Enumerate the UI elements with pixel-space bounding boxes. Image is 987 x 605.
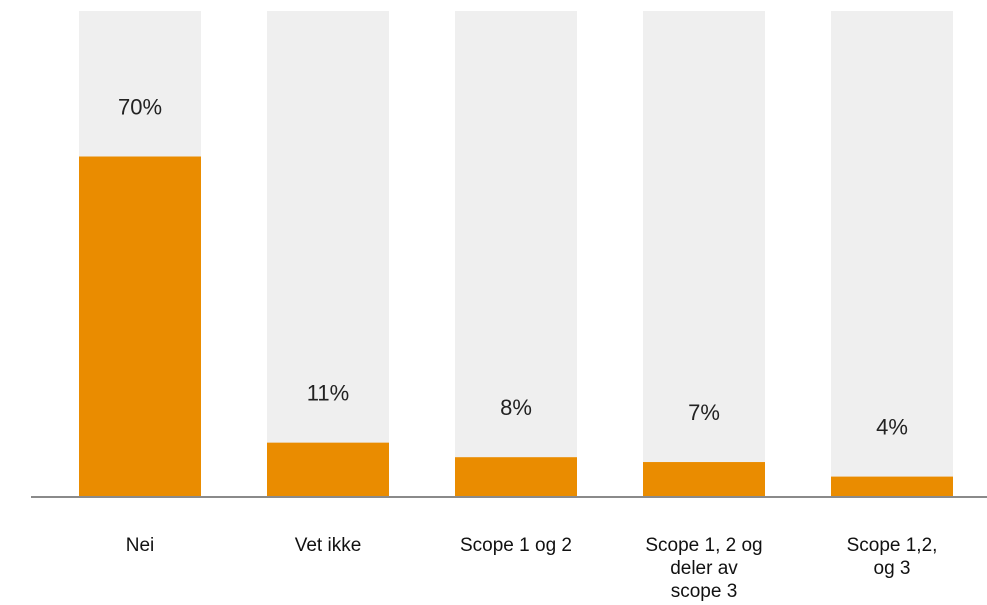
bar-track bbox=[831, 11, 953, 496]
x-tick-label-line: scope 3 bbox=[671, 581, 738, 602]
x-axis-tick-labels: Nei Vet ikke Scope 1 og 2 Scope 1, 2 og dele… bbox=[126, 535, 938, 602]
x-tick-label-line: Scope 1, 2 og bbox=[645, 535, 762, 556]
x-tick-label-line: Vet ikke bbox=[295, 535, 362, 556]
bar-track bbox=[643, 11, 765, 496]
bar-track bbox=[455, 11, 577, 496]
data-label: 8% bbox=[500, 395, 532, 420]
data-label: 70% bbox=[118, 95, 162, 120]
data-label: 7% bbox=[688, 400, 720, 425]
x-tick-label-line: og 3 bbox=[874, 558, 911, 579]
bar bbox=[79, 156, 201, 496]
x-tick-label-line: Nei bbox=[126, 535, 155, 556]
bar bbox=[643, 462, 765, 496]
bar bbox=[267, 442, 389, 496]
x-tick-label: Scope 1 og 2 bbox=[460, 535, 572, 556]
bars bbox=[79, 156, 953, 496]
data-label: 11% bbox=[307, 381, 349, 406]
x-tick-label: Scope 1,2, og 3 bbox=[847, 535, 938, 579]
x-tick-label: Nei bbox=[126, 535, 155, 556]
x-tick-label: Vet ikke bbox=[295, 535, 362, 556]
bar-track bbox=[267, 11, 389, 496]
x-tick-label-line: Scope 1 og 2 bbox=[460, 535, 572, 556]
bar bbox=[831, 476, 953, 496]
data-labels: 70% 11% 8% 7% 4% bbox=[118, 95, 908, 440]
bar-tracks bbox=[79, 11, 953, 496]
x-tick-label-line: Scope 1,2, bbox=[847, 535, 938, 556]
x-tick-label: Scope 1, 2 og deler av scope 3 bbox=[645, 535, 762, 602]
x-tick-label-line: deler av bbox=[670, 558, 738, 579]
bar bbox=[455, 457, 577, 496]
data-label: 4% bbox=[876, 415, 908, 440]
